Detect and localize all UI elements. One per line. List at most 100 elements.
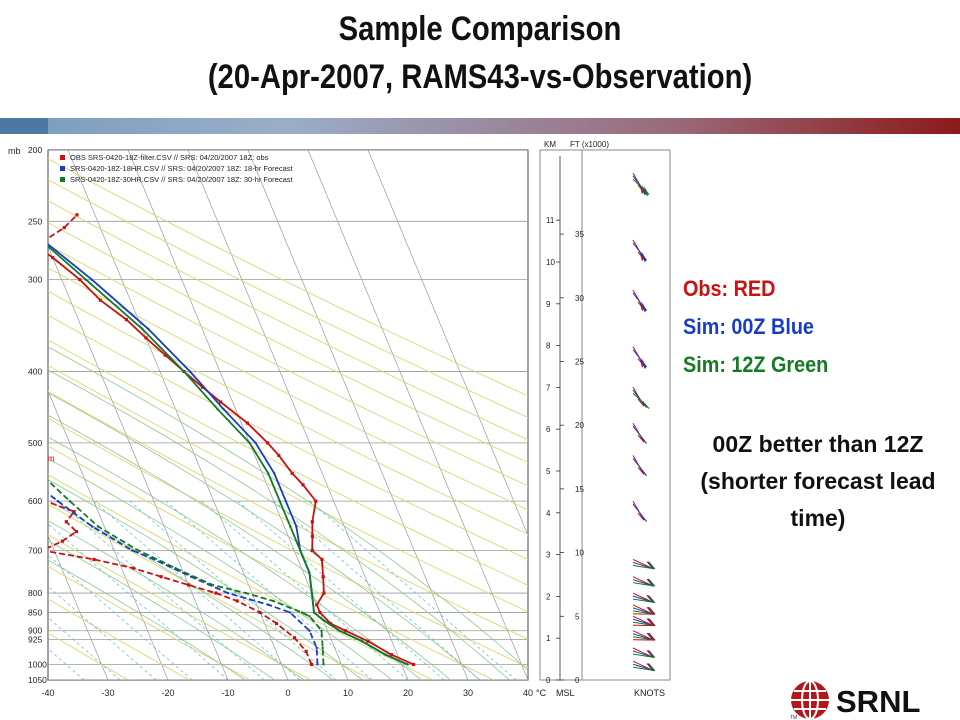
height-axis: 0 1 2 3 4 5 6 7 8 9 10 11 0 5 10 15 20 25 30 35 bbox=[546, 156, 584, 685]
dry-adiabat bbox=[48, 534, 312, 680]
temperature-tick-label: -30 bbox=[101, 688, 114, 698]
temperature-tick-label: 20 bbox=[403, 688, 413, 698]
sim-point bbox=[320, 629, 323, 632]
knots-label: KNOTS bbox=[634, 688, 665, 698]
wind-barb-feather bbox=[637, 398, 645, 407]
km-tick-label: 2 bbox=[546, 592, 551, 601]
legend-swatch bbox=[60, 155, 65, 160]
sim-point bbox=[244, 591, 248, 595]
trace-sim12z_dew bbox=[48, 479, 325, 665]
obs-point bbox=[310, 548, 314, 553]
wind-barb-feather bbox=[647, 618, 655, 626]
obs-point bbox=[320, 557, 324, 562]
obs-point bbox=[9, 299, 12, 302]
obs-point bbox=[131, 566, 136, 570]
obs-point bbox=[314, 499, 318, 503]
legend-entry: OBS SRS-0420-18Z-filter.CSV // SRS: 04/2… bbox=[70, 153, 269, 162]
km-tick-label: 4 bbox=[546, 509, 551, 518]
obs-point bbox=[6, 408, 9, 411]
sim-point bbox=[310, 591, 314, 595]
obs-point bbox=[277, 453, 281, 457]
moist-adiabat bbox=[48, 540, 275, 680]
km-tick-label: 5 bbox=[546, 467, 551, 476]
sim-point bbox=[308, 571, 311, 574]
obs-point bbox=[44, 500, 47, 503]
ft-label: FT (x1000) bbox=[570, 140, 609, 149]
dry-adiabat bbox=[48, 290, 528, 535]
obs-point bbox=[258, 610, 262, 615]
moist-adiabat bbox=[48, 559, 246, 680]
sim-point bbox=[308, 629, 311, 632]
slide-title-line1: Sample Comparison bbox=[338, 10, 622, 48]
isotherm bbox=[48, 534, 109, 680]
wind-barb-panel bbox=[581, 149, 671, 681]
sim-point bbox=[39, 472, 41, 474]
sim-point bbox=[211, 583, 214, 587]
temperature-tick-label: 0 bbox=[285, 688, 290, 698]
sim-point bbox=[338, 629, 341, 632]
title-accent-bar bbox=[0, 118, 960, 134]
obs-point bbox=[0, 393, 3, 396]
sim-point bbox=[273, 472, 276, 475]
wind-barb-flag bbox=[641, 251, 647, 263]
sim-point bbox=[91, 525, 94, 528]
sim-point bbox=[21, 472, 23, 474]
sim-point bbox=[278, 499, 281, 503]
obs-point bbox=[72, 510, 76, 514]
ft-tick-label: 10 bbox=[575, 549, 584, 558]
km-tick-label: 10 bbox=[546, 258, 555, 267]
sim-point bbox=[308, 615, 311, 618]
obs-point bbox=[98, 298, 102, 302]
obs-point bbox=[389, 653, 394, 657]
plot-area bbox=[47, 149, 529, 681]
km-tick-label: 1 bbox=[546, 634, 551, 643]
moist-adiabat bbox=[48, 414, 451, 680]
obs-point bbox=[74, 529, 78, 534]
wind-barb-feather bbox=[648, 561, 656, 570]
dry-adiabat bbox=[48, 339, 528, 586]
wind-barb-feather bbox=[648, 606, 656, 615]
obs-point bbox=[92, 557, 96, 562]
sim-point bbox=[18, 220, 20, 222]
pressure-tick-label: 1050 bbox=[28, 675, 47, 685]
dry-adiabat bbox=[48, 417, 528, 668]
obs-point bbox=[214, 591, 218, 595]
sim-point bbox=[284, 499, 287, 503]
wind-barb-feather bbox=[646, 606, 654, 615]
obs-point bbox=[64, 520, 68, 524]
wind-barb-feather bbox=[648, 650, 656, 658]
obs-point bbox=[44, 238, 47, 241]
obs-point bbox=[144, 336, 148, 340]
sim-point bbox=[254, 441, 257, 445]
logo-tm: TM bbox=[790, 715, 797, 720]
sim-point bbox=[316, 663, 319, 666]
pressure-tick-label: 200 bbox=[28, 145, 42, 155]
wind-barb-feather bbox=[647, 632, 655, 641]
obs-point bbox=[304, 649, 308, 653]
ft-tick-label: 30 bbox=[575, 294, 584, 303]
obs-point bbox=[186, 583, 191, 587]
isotherm bbox=[48, 679, 49, 680]
pressure-tick-label: 250 bbox=[28, 216, 42, 226]
sim-point bbox=[299, 549, 302, 552]
legend-entry: SRS-0420-18Z-30HR.CSV // SRS: 04/20/2007… bbox=[70, 175, 294, 184]
obs-point bbox=[163, 353, 167, 357]
pressure-tick-label: 925 bbox=[28, 634, 42, 644]
note-obs: Obs: RED bbox=[683, 276, 776, 301]
sim-point bbox=[188, 370, 192, 373]
km-tick-label: 8 bbox=[546, 342, 551, 351]
isotherm bbox=[367, 150, 528, 537]
sim-point bbox=[300, 611, 304, 614]
obs-point bbox=[318, 610, 322, 615]
wind-barb-feather bbox=[646, 618, 654, 626]
obs-point bbox=[366, 639, 370, 643]
temperature-tick-label: -40 bbox=[41, 688, 54, 698]
sim-point bbox=[97, 525, 100, 528]
dry-adiabat bbox=[48, 565, 251, 680]
obs-point bbox=[321, 575, 325, 579]
wind-barb-feather bbox=[646, 632, 654, 641]
sim-point bbox=[84, 278, 87, 281]
dry-adiabat bbox=[48, 200, 528, 441]
wind-barb-feather bbox=[640, 468, 647, 477]
dry-adiabat bbox=[48, 222, 528, 464]
